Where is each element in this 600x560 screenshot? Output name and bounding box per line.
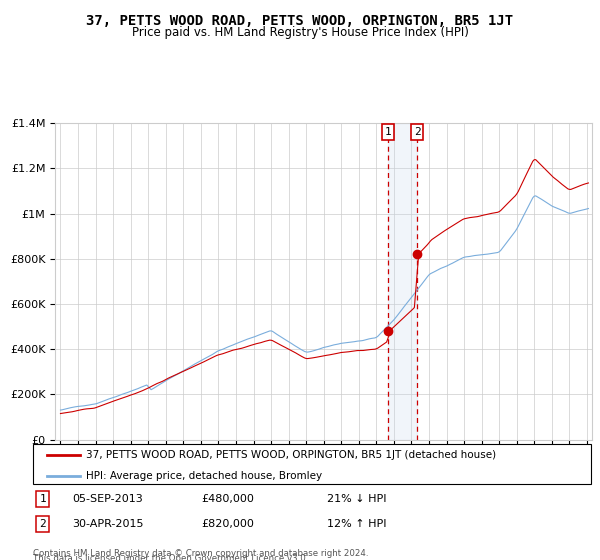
Text: Price paid vs. HM Land Registry's House Price Index (HPI): Price paid vs. HM Land Registry's House … xyxy=(131,26,469,39)
Text: 1: 1 xyxy=(385,127,391,137)
Bar xyxy=(388,123,417,440)
Text: 05-SEP-2013: 05-SEP-2013 xyxy=(72,494,143,504)
Text: 30-APR-2015: 30-APR-2015 xyxy=(72,519,143,529)
Text: This data is licensed under the Open Government Licence v3.0.: This data is licensed under the Open Gov… xyxy=(33,554,308,560)
Text: 12% ↑ HPI: 12% ↑ HPI xyxy=(327,519,386,529)
Text: £480,000: £480,000 xyxy=(201,494,254,504)
Text: 37, PETTS WOOD ROAD, PETTS WOOD, ORPINGTON, BR5 1JT (detached house): 37, PETTS WOOD ROAD, PETTS WOOD, ORPINGT… xyxy=(86,450,496,460)
Text: 2: 2 xyxy=(39,519,46,529)
Text: 1: 1 xyxy=(39,494,46,504)
Text: 21% ↓ HPI: 21% ↓ HPI xyxy=(327,494,386,504)
Text: Contains HM Land Registry data © Crown copyright and database right 2024.: Contains HM Land Registry data © Crown c… xyxy=(33,549,368,558)
Text: 37, PETTS WOOD ROAD, PETTS WOOD, ORPINGTON, BR5 1JT: 37, PETTS WOOD ROAD, PETTS WOOD, ORPINGT… xyxy=(86,14,514,28)
Text: £820,000: £820,000 xyxy=(201,519,254,529)
Text: 2: 2 xyxy=(414,127,421,137)
Text: HPI: Average price, detached house, Bromley: HPI: Average price, detached house, Brom… xyxy=(86,470,322,480)
